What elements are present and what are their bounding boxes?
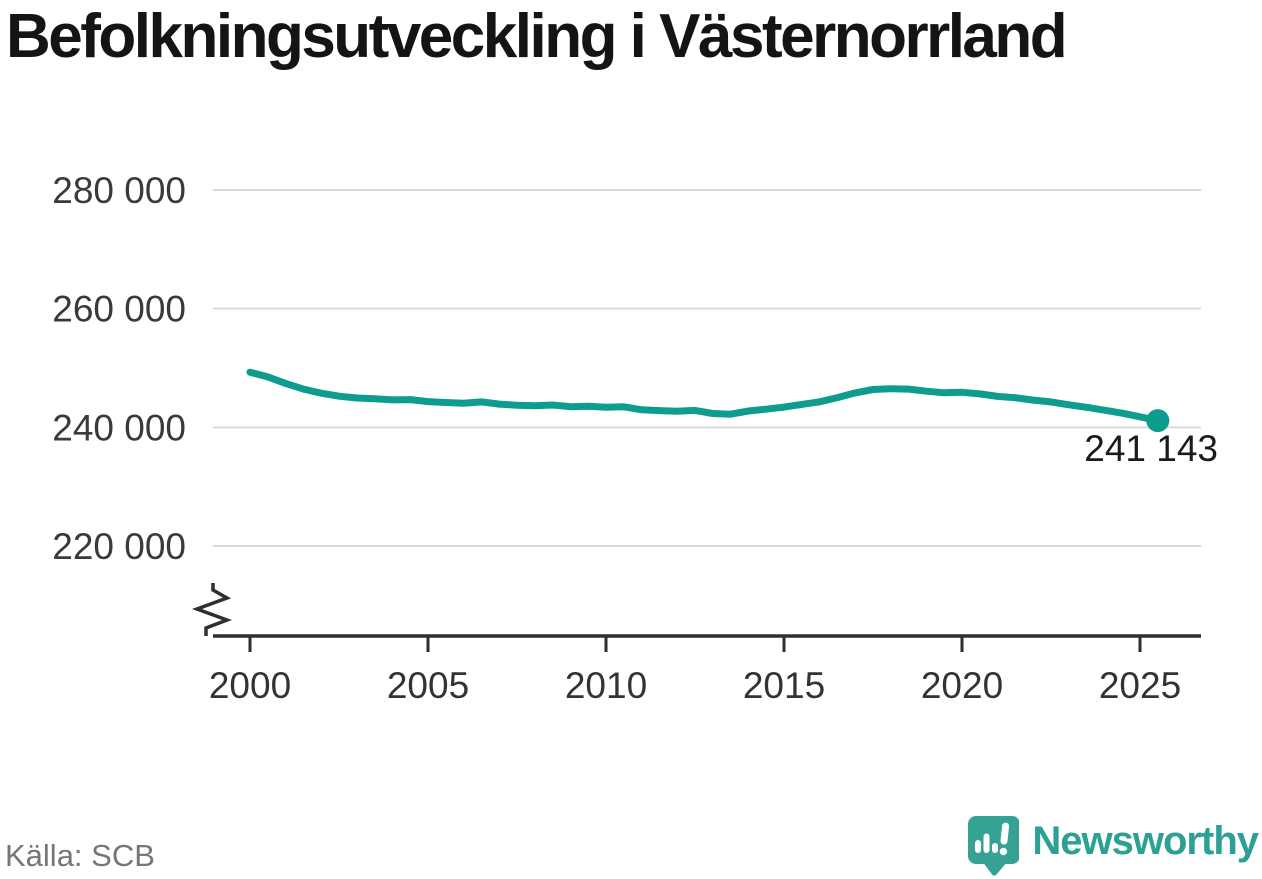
source-note: Källa: SCB xyxy=(5,838,155,873)
x-axis-tick-label: 2020 xyxy=(921,665,1003,706)
bar-chart-glyph xyxy=(975,833,999,853)
x-axis-ticks: 2000 2005 2010 2015 2020 2025 xyxy=(209,637,1181,706)
latest-value-label: 241 143 xyxy=(1084,428,1218,469)
chart-title: Befolkningsutveckling i Västernorrland xyxy=(6,2,1068,71)
y-axis-tick-label: 280 000 xyxy=(52,170,186,211)
newsworthy-bubble-chart-icon xyxy=(968,816,1020,876)
y-axis-tick-label: 220 000 xyxy=(52,526,186,567)
y-axis-tick-label: 260 000 xyxy=(52,289,186,330)
x-axis-tick-label: 2000 xyxy=(209,665,291,706)
latest-value-dot xyxy=(1146,409,1170,433)
x-axis-tick-label: 2025 xyxy=(1099,665,1181,706)
x-axis-tick-label: 2005 xyxy=(387,665,469,706)
gridlines xyxy=(213,189,1201,547)
x-axis-tick-label: 2010 xyxy=(565,665,647,706)
y-axis-labels: 280 000 260 000 240 000 220 000 xyxy=(52,170,186,567)
newsworthy-wordmark: Newsworthy xyxy=(1032,819,1259,863)
x-axis-tick-label: 2015 xyxy=(743,665,825,706)
population-line xyxy=(246,368,1162,425)
exclamation-glyph xyxy=(1000,822,1010,856)
y-axis-break-icon xyxy=(191,583,232,636)
y-axis-tick-label: 240 000 xyxy=(52,407,186,448)
newsworthy-logo: Newsworthy xyxy=(962,811,1259,879)
